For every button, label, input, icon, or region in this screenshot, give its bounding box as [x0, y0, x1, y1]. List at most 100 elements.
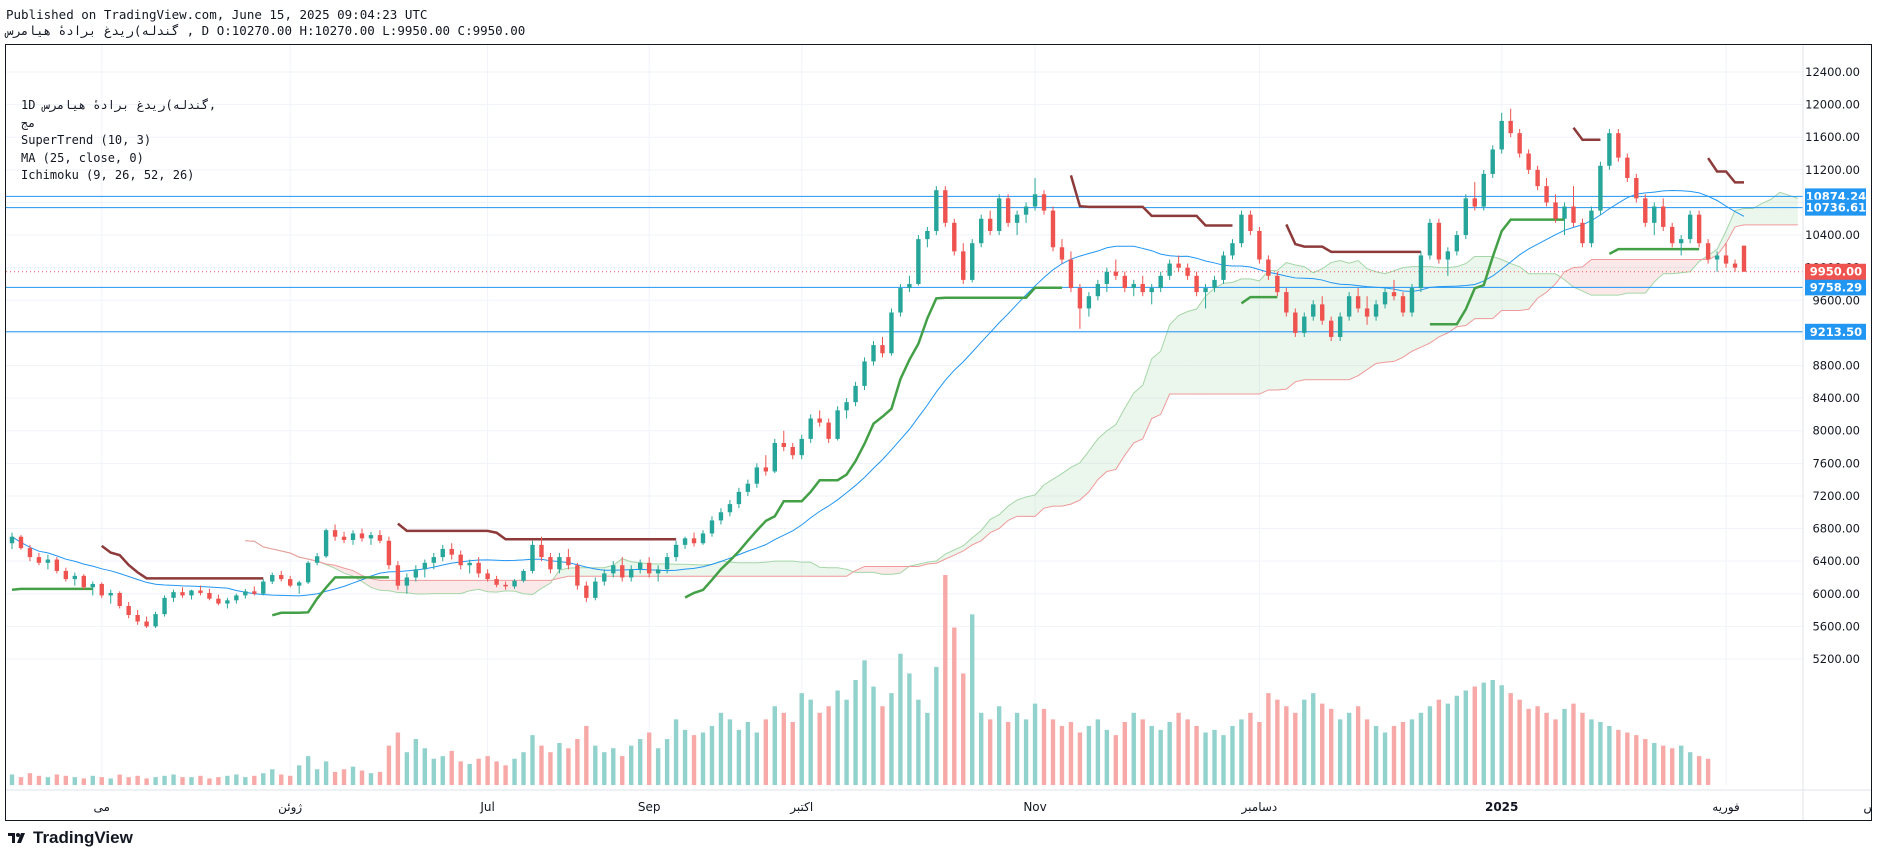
volume-bar-158 [1427, 706, 1433, 785]
volume-bar-71 [646, 732, 652, 785]
time-label-8: فوریه [1712, 800, 1740, 815]
candle-body-145 [1311, 304, 1316, 317]
volume-bar-113 [1023, 719, 1029, 785]
last-price-tag: 9950.00 [1810, 265, 1862, 279]
candle-body-59 [539, 544, 544, 558]
candle-body-182 [1643, 198, 1648, 223]
volume-bar-150 [1355, 706, 1361, 785]
legend-supertrend[interactable]: SuperTrend (10, 3) [21, 133, 152, 147]
volume-bar-185 [1670, 748, 1675, 785]
cloud-seg-111 [1241, 278, 1251, 395]
cloud-seg-12 [353, 570, 362, 582]
cloud-seg-26 [478, 580, 488, 592]
candle-body-150 [1355, 296, 1361, 309]
candle-body-138 [1248, 214, 1253, 231]
level-tag-3-bg [1805, 323, 1866, 340]
cloud-seg-149 [1582, 259, 1592, 296]
candle-body-80 [727, 504, 733, 513]
volume-bar-172 [1553, 719, 1558, 785]
candle-body-69 [629, 569, 634, 578]
candle-body-191 [1723, 255, 1729, 264]
candle-body-41 [377, 535, 383, 541]
supertrend-seg-6 [1240, 295, 1278, 305]
candle-body-125 [1131, 283, 1136, 289]
cloud-seg-31 [523, 580, 533, 595]
volume-bar-58 [530, 735, 535, 785]
volume-bar-45 [413, 739, 419, 785]
candle-body-73 [664, 557, 670, 570]
legend-ichimoku[interactable]: Ichimoku (9, 26, 52, 26) [21, 168, 195, 182]
candle-body-173 [1562, 206, 1567, 219]
legend-ma[interactable]: MA (25, close, 0) [21, 150, 144, 165]
price-tick-7: 8000.00 [1812, 424, 1860, 438]
candle-body-9 [90, 583, 95, 588]
cloud-seg-134 [1447, 266, 1457, 333]
cloud-seg-20 [424, 580, 434, 594]
supertrend-seg-1 [100, 544, 264, 580]
volume-bar-28 [261, 773, 266, 785]
candle-body-26 [243, 591, 248, 596]
candle-body-100 [907, 283, 912, 289]
candle-body-70 [637, 562, 643, 570]
tradingview-logo[interactable]: TradingView [6, 828, 133, 848]
candle-body-102 [925, 230, 930, 240]
cloud-seg-95 [1097, 430, 1107, 480]
cloud-seg-169 [1761, 199, 1771, 225]
candle-body-33 [305, 562, 311, 583]
volume-bar-155 [1400, 722, 1406, 785]
candle-body-120 [1086, 296, 1092, 309]
candle-body-165 [1490, 149, 1495, 174]
candle-body-127 [1149, 288, 1154, 293]
candle-body-114 [1032, 194, 1038, 207]
candle-body-8 [81, 575, 86, 588]
volume-bar-115 [1041, 708, 1047, 785]
volume-bar-149 [1346, 712, 1352, 785]
volume-bar-46 [422, 748, 428, 785]
volume-bar-135 [1221, 735, 1226, 785]
volume-bar-24 [225, 775, 230, 785]
candle-body-159 [1436, 222, 1442, 260]
candle-body-74 [673, 544, 679, 558]
volume-bar-142 [1284, 706, 1289, 785]
volume-bar-60 [548, 752, 553, 785]
cloud-seg-118 [1304, 266, 1314, 380]
chart-frame[interactable]: 5200.00 5600.00 6000.00 6400.00 6800.00 7200.… [5, 44, 1872, 821]
cloud-seg-136 [1465, 256, 1475, 326]
volume-bar-100 [907, 673, 912, 785]
candle-body-4 [45, 559, 51, 563]
cloud-seg-145 [1546, 273, 1556, 293]
candle-body-43 [395, 565, 401, 586]
cloud-seg-80 [963, 537, 973, 551]
candle-body-21 [198, 590, 203, 593]
cloud-seg-167 [1744, 208, 1753, 225]
candle-body-106 [961, 251, 966, 280]
time-label-2: Jul [479, 800, 494, 814]
volume-bar-4 [45, 777, 51, 785]
volume-bar-111 [1005, 722, 1011, 785]
cloud-seg-30 [514, 580, 524, 594]
candle-body-91 [826, 422, 831, 439]
candle-body-32 [296, 582, 302, 586]
cloud-seg-38 [586, 567, 596, 577]
cloud-seg-23 [451, 580, 461, 594]
price-tick-6: 7600.00 [1812, 456, 1860, 470]
cloud-seg-82 [981, 519, 991, 541]
price-chart[interactable]: 5200.00 5600.00 6000.00 6400.00 6800.00 7200.… [6, 45, 1871, 820]
candle-body-81 [736, 491, 742, 505]
cloud-seg-119 [1313, 268, 1323, 380]
candle-body-94 [853, 385, 858, 403]
volume-bar-156 [1409, 719, 1415, 785]
candle-body-166 [1499, 120, 1504, 150]
price-tick-15: 11200.00 [1805, 163, 1860, 177]
candle-body-131 [1185, 267, 1190, 276]
cloud-seg-42 [622, 558, 632, 577]
candle-body-97 [880, 345, 885, 354]
candle-body-51 [467, 562, 472, 566]
price-tick-4: 6800.00 [1812, 522, 1860, 536]
candle-body-164 [1481, 173, 1486, 207]
candle-body-75 [682, 538, 688, 545]
candle-body-132 [1194, 275, 1199, 293]
volume-bar-43 [395, 732, 401, 785]
candle-body-118 [1068, 259, 1074, 289]
cloud-seg-18 [406, 580, 416, 594]
